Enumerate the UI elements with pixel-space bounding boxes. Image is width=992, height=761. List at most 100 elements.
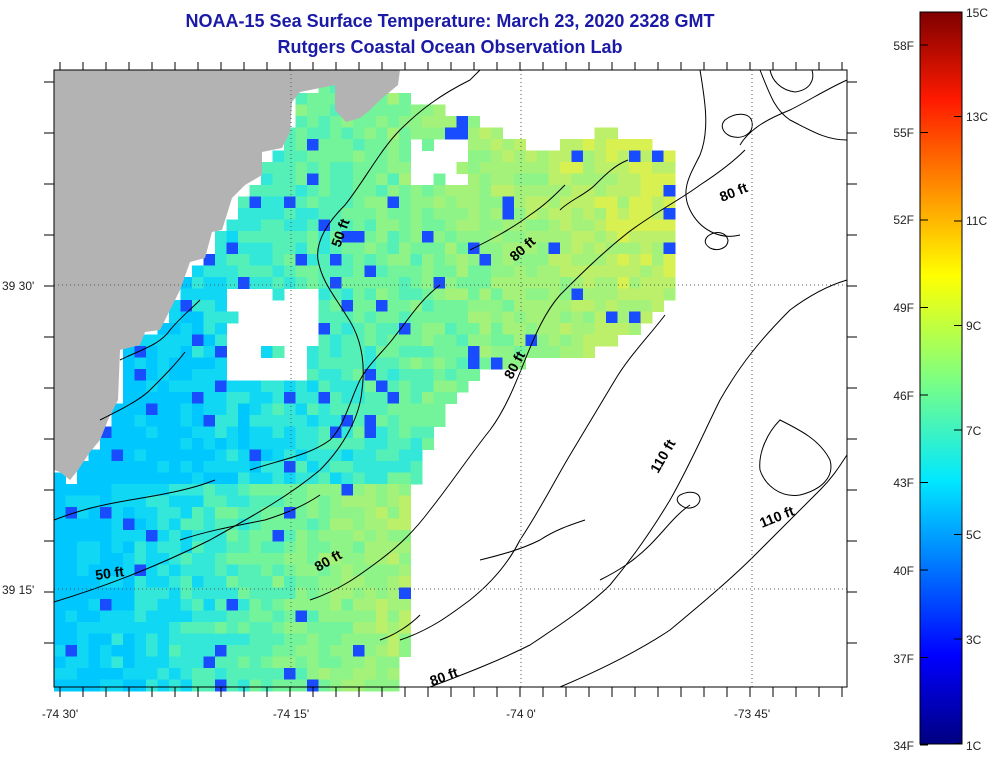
- sst-pixel: [571, 300, 584, 312]
- sst-pixel: [341, 645, 354, 657]
- sst-pixel: [617, 242, 630, 255]
- sst-pixel: [376, 507, 388, 519]
- sst-pixel: [134, 484, 147, 496]
- sst-pixels: [54, 81, 676, 692]
- sst-pixel: [77, 668, 89, 680]
- sst-pixel: [272, 599, 285, 611]
- sst-pixel: [468, 288, 480, 301]
- colorbar-label-c: 15C: [966, 6, 988, 20]
- sst-pixel: [295, 461, 308, 473]
- sst-pixel: [215, 541, 227, 554]
- sst-pixel: [215, 277, 227, 289]
- sst-pixel: [617, 150, 630, 163]
- sst-pixel: [88, 645, 101, 657]
- sst-pixel: [376, 127, 388, 140]
- sst-pixel: [514, 288, 526, 301]
- sst-pixel: [410, 242, 423, 255]
- sst-pixel: [514, 277, 526, 289]
- sst-pixel: [629, 242, 641, 255]
- sst-pixel: [307, 576, 319, 588]
- sst-pixel: [376, 392, 388, 404]
- sst-pixel: [249, 599, 262, 611]
- sst-pixel: [376, 449, 388, 462]
- sst-pixel: [341, 472, 354, 485]
- sst-pixel: [146, 346, 158, 358]
- sst-pixel: [376, 242, 388, 255]
- sst-pixel: [376, 196, 388, 209]
- sst-pixel: [640, 185, 653, 197]
- sst-pixel: [215, 323, 227, 335]
- sst-pixel: [157, 518, 170, 531]
- sst-pixel: [215, 679, 227, 692]
- sst-pixel: [215, 438, 227, 450]
- sst-pixel: [341, 530, 354, 542]
- sst-pixel: [629, 300, 641, 312]
- sst-pixel: [594, 127, 607, 140]
- sst-pixel: [215, 346, 227, 358]
- sst-pixel: [422, 426, 434, 439]
- sst-pixel: [295, 541, 308, 554]
- sst-pixel: [284, 668, 296, 680]
- sst-pixel: [353, 219, 365, 232]
- sst-pixel: [548, 323, 561, 335]
- sst-pixel: [433, 116, 446, 128]
- sst-pixel: [353, 415, 365, 427]
- sst-pixel: [571, 162, 584, 174]
- sst-pixel: [54, 656, 66, 669]
- sst-pixel: [272, 254, 285, 266]
- sst-pixel: [307, 426, 319, 439]
- sst-pixel: [548, 265, 561, 278]
- sst-pixel: [376, 334, 388, 347]
- sst-pixel: [272, 231, 285, 243]
- sst-pixel: [364, 564, 377, 577]
- sst-pixel: [192, 518, 204, 531]
- colorbar-label-f: 34F: [893, 739, 914, 753]
- sst-pixel: [399, 242, 411, 255]
- sst-pixel: [341, 449, 354, 462]
- sst-pixel: [249, 472, 262, 485]
- sst-pixel: [445, 231, 457, 243]
- sst-pixel: [617, 208, 630, 220]
- sst-pixel: [111, 415, 124, 427]
- sst-pixel: [180, 564, 193, 577]
- sst-pixel: [134, 668, 147, 680]
- sst-pixel: [479, 173, 492, 186]
- sst-pixel: [376, 679, 388, 692]
- colorbar-label-c: 1C: [966, 739, 982, 753]
- sst-pixel: [134, 357, 147, 370]
- sst-pixel: [111, 426, 124, 439]
- sst-pixel: [192, 265, 204, 278]
- sst-pixel: [180, 507, 193, 519]
- sst-pixel: [537, 346, 549, 358]
- sst-pixel: [100, 622, 112, 634]
- sst-pixel: [238, 392, 250, 404]
- sst-pixel: [203, 587, 216, 600]
- sst-pixel: [468, 300, 480, 312]
- sst-pixel: [537, 334, 549, 347]
- sst-pixel: [249, 231, 262, 243]
- sst-pixel: [123, 346, 135, 358]
- sst-pixel: [123, 541, 135, 554]
- sst-pixel: [192, 392, 204, 404]
- sst-pixel: [100, 553, 112, 565]
- sst-pixel: [226, 311, 239, 324]
- sst-pixel: [514, 346, 526, 358]
- sst-pixel: [399, 484, 411, 496]
- sst-pixel: [318, 587, 331, 600]
- sst-pixel: [123, 645, 135, 657]
- sst-pixel: [617, 288, 630, 301]
- sst-pixel: [307, 645, 319, 657]
- sst-pixel: [548, 196, 561, 209]
- sst-pixel: [410, 334, 423, 347]
- sst-pixel: [376, 300, 388, 312]
- sst-pixel: [387, 208, 400, 220]
- sst-pixel: [514, 254, 526, 266]
- sst-pixel: [341, 461, 354, 473]
- sst-pixel: [422, 265, 434, 278]
- sst-pixel: [376, 403, 388, 416]
- sst-pixel: [353, 288, 365, 301]
- sst-pixel: [514, 219, 526, 232]
- sst-pixel: [330, 495, 342, 508]
- sst-pixel: [307, 472, 319, 485]
- sst-pixel: [215, 495, 227, 508]
